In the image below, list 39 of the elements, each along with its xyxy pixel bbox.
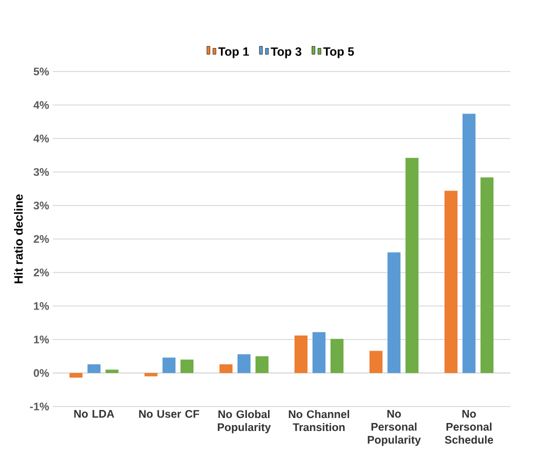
x-tick-label: No Global Popularity [218,410,271,434]
bar [180,360,194,373]
bar [462,114,476,373]
y-tick-label: 0% [34,369,49,377]
y-tick-label: 3% [34,168,49,176]
y-tick-label: 4% [34,101,49,109]
bar [480,177,494,373]
x-tick-label: No Personal Schedule [444,410,494,444]
x-tick-label: No User CF [139,410,200,418]
y-tick-label: 3% [34,202,49,210]
bar [88,364,101,373]
legend-label: Top 5 [323,47,354,58]
y-axis-title: Hit ratio decline [14,194,23,284]
bar [70,372,83,378]
x-tick-label: No Personal Popularity [368,410,421,446]
bar [406,158,418,373]
bar [330,338,344,373]
bar [238,354,251,373]
legend-label: Top 3 [270,47,302,58]
bar [220,364,233,373]
bar [256,356,269,373]
legend-label: Top 1 [218,47,249,58]
bar [370,350,382,373]
y-tick-label: 1% [34,302,49,310]
x-tick-label: No Channel Transition [288,410,350,432]
y-tick-label: 5% [34,68,49,76]
bar [444,190,458,373]
bar [162,358,176,373]
y-tick-label: 4% [34,134,49,142]
bar [106,370,119,373]
y-tick-label: -1% [30,402,49,410]
y-tick-label: 2% [34,268,49,276]
bar [294,335,308,373]
y-tick-label: 2% [34,235,49,243]
bar [144,372,158,376]
bar [388,252,400,373]
x-tick-label: No LDA [74,410,114,418]
bar [312,332,326,373]
y-tick-label: 1% [34,336,49,344]
